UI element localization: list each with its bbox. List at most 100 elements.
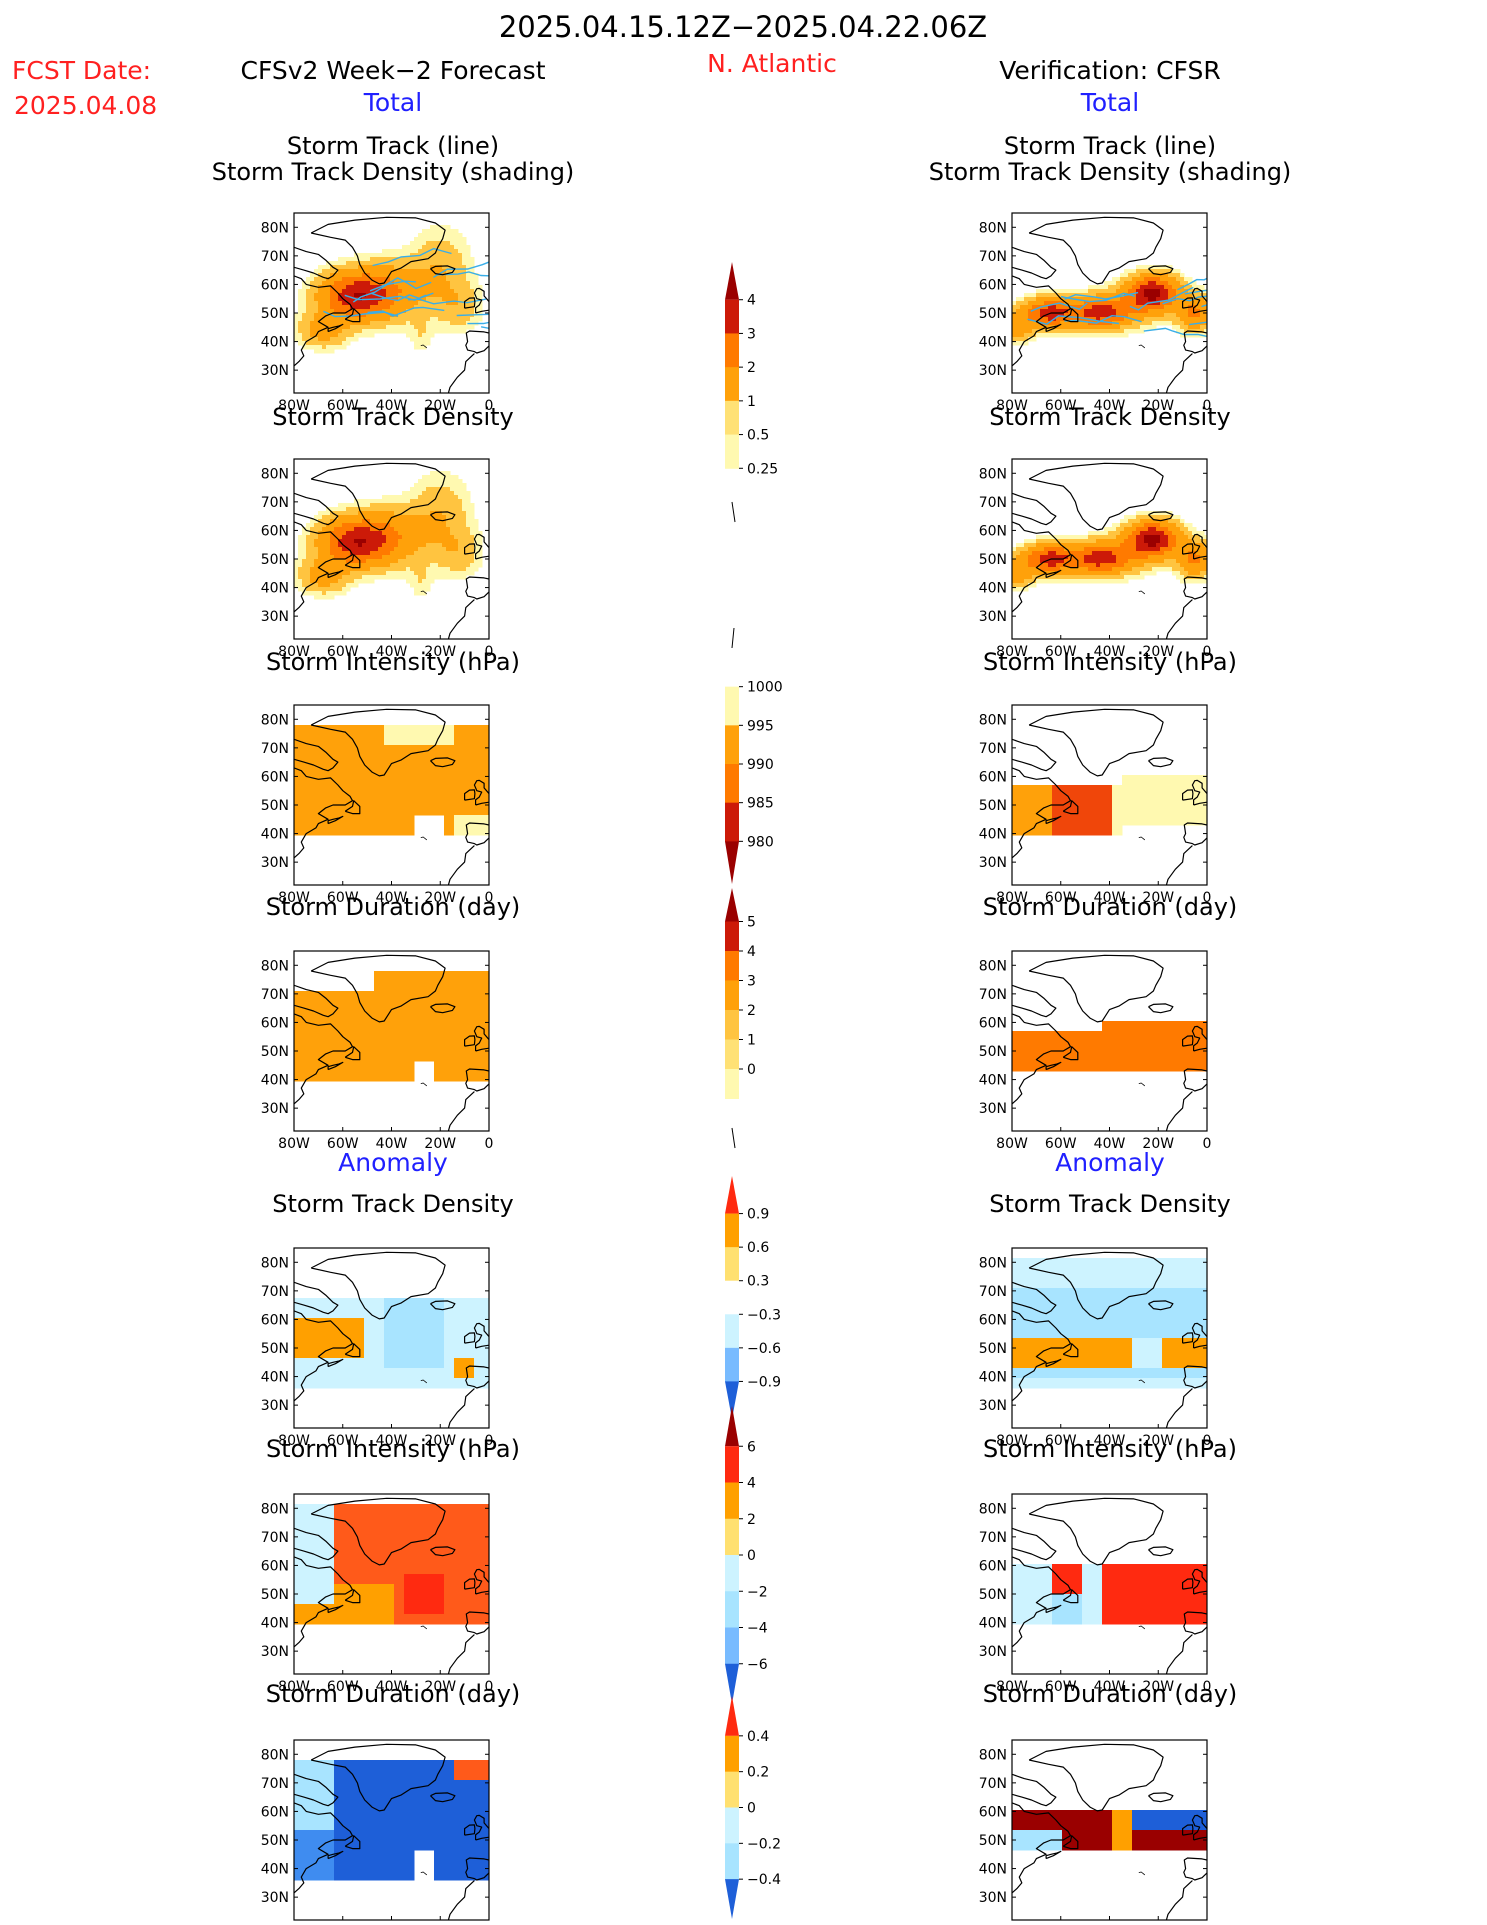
grid-cell: [344, 745, 355, 756]
grid-cell: [1140, 567, 1145, 572]
lat-tick-label: 30N: [979, 363, 1007, 379]
grid-cell: [1176, 539, 1181, 544]
grid-cell: [434, 491, 439, 496]
grid-cell: [1012, 325, 1017, 330]
grid-cell: [1156, 527, 1161, 532]
grid-cell: [1192, 1278, 1203, 1289]
grid-cell: [1062, 1031, 1073, 1042]
grid-cell: [374, 527, 379, 532]
grid-cell: [334, 1514, 345, 1525]
grid-cell: [1192, 559, 1197, 564]
grid-cell: [362, 575, 367, 580]
grid-cell: [1072, 1031, 1083, 1042]
grid-cell: [1142, 1358, 1153, 1369]
grid-cell: [354, 547, 359, 552]
grid-cell: [318, 527, 323, 532]
grid-cell: [314, 775, 325, 786]
grid-cell: [1052, 1318, 1063, 1329]
grid-cell: [1012, 551, 1017, 556]
grid-cell: [390, 535, 395, 540]
grid-cell: [326, 531, 331, 536]
grid-cell: [1068, 547, 1073, 552]
grid-cell: [1132, 277, 1137, 282]
grid-cell: [402, 293, 407, 298]
grid-cell: [1028, 551, 1033, 556]
grid-cell: [314, 527, 319, 532]
grid-cell: [1062, 1348, 1073, 1359]
grid-cell: [462, 535, 467, 540]
grid-cell: [1088, 301, 1093, 306]
grid-cell: [350, 301, 355, 306]
grid-cell: [434, 1378, 445, 1389]
coastline-nova-scotia: [1045, 323, 1062, 333]
grid-cell: [1202, 805, 1207, 816]
grid-cell: [402, 575, 407, 580]
grid-cell: [344, 775, 355, 786]
grid-cell: [318, 551, 323, 556]
grid-cell: [1168, 539, 1173, 544]
grid-cell: [402, 253, 407, 258]
grid-cell: [1072, 1368, 1083, 1379]
grid-cell: [1112, 1318, 1123, 1329]
grid-cell: [358, 265, 363, 270]
grid-cell: [304, 1021, 315, 1032]
grid-cell: [362, 253, 367, 258]
grid-cell: [1176, 555, 1181, 560]
grid-cell: [394, 301, 399, 306]
grid-cell: [382, 547, 387, 552]
grid-cell: [382, 289, 387, 294]
grid-cell: [1088, 535, 1093, 540]
grid-cell: [322, 305, 327, 310]
grid-cell: [386, 495, 391, 500]
grid-cell: [370, 567, 375, 572]
grid-cell: [1048, 547, 1053, 552]
grid-cell: [344, 1504, 355, 1515]
grid-cell: [1148, 277, 1153, 282]
grid-cell: [302, 555, 307, 560]
grid-cell: [1160, 527, 1165, 532]
grid-cell: [1092, 805, 1103, 816]
grid-cell: [390, 265, 395, 270]
grid-cell: [304, 785, 315, 796]
grid-cell: [466, 261, 471, 266]
grid-cell: [1180, 567, 1185, 572]
grid-cell: [470, 567, 475, 572]
grid-cell: [1184, 523, 1189, 528]
grid-cell: [1136, 301, 1141, 306]
coastline-africa: [447, 599, 475, 639]
grid-cell: [458, 559, 463, 564]
grid-cell: [370, 257, 375, 262]
grid-cell: [1116, 535, 1121, 540]
lon-tick-label: 80W: [278, 644, 310, 660]
grid-cell: [398, 499, 403, 504]
grid-cell: [450, 547, 455, 552]
lon-tick-label: 80W: [278, 890, 310, 906]
grid-cell: [394, 1358, 405, 1369]
grid-cell: [424, 981, 435, 992]
grid-cell: [404, 991, 415, 1002]
grid-cell: [1048, 567, 1053, 572]
grid-cell: [1048, 317, 1053, 322]
grid-cell: [430, 503, 435, 508]
grid-cell: [1184, 281, 1189, 286]
grid-cell: [434, 539, 439, 544]
lat-tick-label: 80N: [979, 712, 1007, 728]
grid-cell: [1120, 321, 1125, 326]
grid-cell: [446, 281, 451, 286]
grid-cell: [1102, 795, 1113, 806]
lat-tick-label: 40N: [261, 581, 289, 597]
grid-cell: [310, 337, 315, 342]
grid-cell: [402, 523, 407, 528]
grid-cell: [334, 321, 339, 326]
grid-cell: [370, 317, 375, 322]
grid-cell: [346, 261, 351, 266]
grid-cell: [418, 261, 423, 266]
lon-tick-label: 40W: [1094, 1136, 1126, 1152]
grid-cell: [1142, 1328, 1153, 1339]
grid-cell: [1164, 285, 1169, 290]
grid-cell: [1148, 297, 1153, 302]
grid-cell: [410, 285, 415, 290]
grid-cell: [426, 583, 431, 588]
grid-cell: [1092, 825, 1103, 836]
lon-tick-label: 60W: [327, 890, 359, 906]
